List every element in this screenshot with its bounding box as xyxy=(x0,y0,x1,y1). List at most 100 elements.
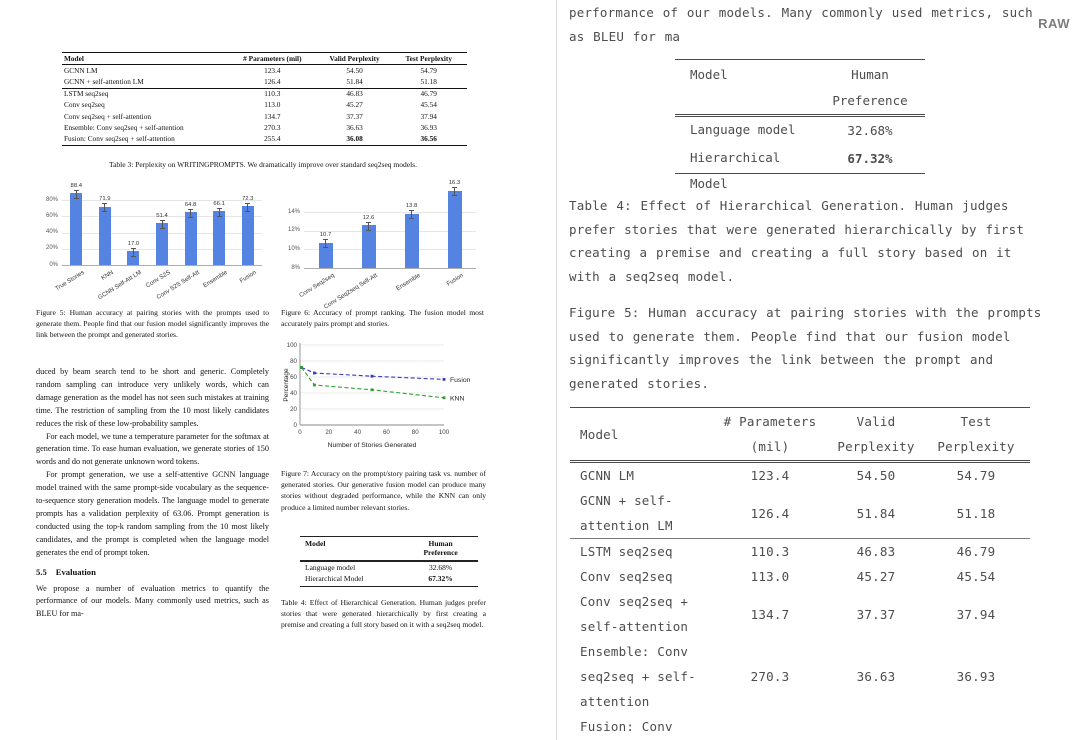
column-header: Human Preference xyxy=(403,539,478,559)
error-bar xyxy=(452,187,457,197)
bar-value-label: 72.3 xyxy=(241,195,254,202)
test-cell: 36.93 xyxy=(956,669,996,684)
table-row: Ensemble: Conv seq2seq + self-attention 2… xyxy=(570,639,1030,714)
table-cell: 54.50 xyxy=(346,65,363,75)
paper-table3-caption: Table 3: Perplexity on WRITINGPROMPTS. W… xyxy=(109,160,417,169)
x-axis xyxy=(304,268,476,269)
paragraph: We propose a number of evaluation metric… xyxy=(36,583,269,619)
data-point xyxy=(442,378,446,381)
table-cell: 45.27 xyxy=(346,100,363,110)
figure7-line-chart: 0 20 40 60 80 100 0 20 40 60 80 100 Fusion KNN Number … xyxy=(282,332,482,468)
value-cell: 32.68% xyxy=(429,563,453,573)
x-tick-label: 20 xyxy=(325,429,332,436)
model-cell: Conv seq2seq + self-attention xyxy=(580,594,689,634)
value-cell: 32.68% xyxy=(847,123,893,138)
gridline xyxy=(304,212,476,213)
x-tick-label: 100 xyxy=(439,429,450,436)
x-tick-label: 0 xyxy=(298,429,302,436)
model-cell: Language model xyxy=(305,563,356,573)
x-tick-label: 80 xyxy=(412,429,419,436)
section-heading: 5.5 Evaluation xyxy=(36,566,269,579)
gridline xyxy=(304,249,476,251)
valid-cell xyxy=(830,714,922,739)
header-line: Preference xyxy=(832,93,908,108)
bar-value-label: 12.6 xyxy=(362,214,375,221)
table-row: GCNN + self-attention LM 126.4 51.84 51.18 xyxy=(62,76,467,89)
y-tick-label: 60 xyxy=(290,374,297,381)
bar-value-label: 13.8 xyxy=(405,203,418,210)
y-tick-label: 0 xyxy=(294,422,298,429)
valid-cell: 54.50 xyxy=(856,468,896,483)
legend-label: KNN xyxy=(450,395,464,402)
params-cell: 123.4 xyxy=(750,468,790,483)
table-cell: 36.93 xyxy=(420,122,437,132)
valid-cell: 46.83 xyxy=(856,544,896,559)
model-cell: Language model xyxy=(690,122,796,137)
bar xyxy=(361,225,376,268)
y-tick-label: 100 xyxy=(287,342,298,349)
table-cell: 51.18 xyxy=(390,76,467,89)
bar xyxy=(98,206,111,265)
table-row: Language model 32.68% xyxy=(675,117,925,145)
table-cell: 270.3 xyxy=(264,122,281,132)
model-cell: LSTM seq2seq xyxy=(580,544,673,559)
error-bar xyxy=(409,210,414,220)
bar-value-label: 16.3 xyxy=(448,180,461,187)
error-bar xyxy=(323,239,328,249)
table-row: Conv seq2seq 113.0 45.27 45.54 xyxy=(62,100,467,111)
y-tick-label: 0% xyxy=(49,261,58,268)
bar-value-label: 88.4 xyxy=(70,182,83,189)
model-cell: Conv seq2seq xyxy=(580,569,673,584)
table-cell: 37.94 xyxy=(420,111,437,121)
table-header-row: Model Human Preference xyxy=(300,537,478,563)
column-header: Test Perplexity xyxy=(922,407,1030,463)
table-cell: GCNN + self-attention LM xyxy=(62,76,226,89)
model-cell: Ensemble: Conv seq2seq + self-attention xyxy=(580,644,696,709)
error-bar xyxy=(188,208,194,218)
test-cell: 51.18 xyxy=(922,488,1030,539)
section-title: Evaluation xyxy=(55,566,96,577)
data-point xyxy=(313,371,316,375)
preference-table-body: Language model 32.68% Hierarchical Model 67… xyxy=(675,117,925,191)
table-cell: 46.83 xyxy=(346,89,363,99)
error-bar xyxy=(102,203,108,213)
raw-mode-toggle[interactable]: RAW xyxy=(1038,16,1070,31)
table-cell: 46.79 xyxy=(420,89,437,99)
model-cell: Hierarchical Model xyxy=(305,574,364,584)
params-cell: 126.4 xyxy=(710,488,830,539)
value-cell: 67.32% xyxy=(428,574,453,584)
y-tick-label: 60% xyxy=(45,212,58,219)
table-header-row: Model # Parameters (mil) Valid Perplexit… xyxy=(570,407,1030,463)
table-row: Fusion: Conv xyxy=(570,714,1030,739)
table-row: Conv seq2seq + self-attention 134.7 37.37 3… xyxy=(62,111,467,122)
figure6-bar-chart: 8% 10% 12% 14% 10.7 Conv Seq2seq 12.6 Conv Seq2… xyxy=(283,180,483,311)
header-line: Human xyxy=(428,538,453,548)
data-point xyxy=(300,366,303,369)
column-header: Human Preference xyxy=(815,62,925,114)
table-header-row: Model # Parameters (mil) Valid Perplexity T… xyxy=(62,51,467,66)
gridline xyxy=(62,216,262,218)
params-cell xyxy=(710,714,830,739)
params-cell: 270.3 xyxy=(750,669,790,684)
header-line: # Parameters xyxy=(723,414,817,429)
bar xyxy=(213,211,226,265)
table-cell: 37.37 xyxy=(346,111,363,121)
table-cell: 113.0 xyxy=(264,100,281,110)
figure6-caption: Figure 6: Accuracy of prompt ranking. Th… xyxy=(281,308,484,329)
table-body: GCNN LM 123.4 54.50 54.79 GCNN + self-attent… xyxy=(570,462,1030,740)
table-cell: 110.3 xyxy=(264,89,281,99)
bar xyxy=(318,242,333,268)
column-header: Model xyxy=(690,67,728,82)
table-cell: 36.56 xyxy=(390,133,467,146)
bar-value-label: 64.8 xyxy=(184,201,197,208)
header-line: Human xyxy=(851,67,889,82)
bar xyxy=(184,212,197,265)
y-tick-label: 14% xyxy=(287,208,300,215)
test-cell: 45.54 xyxy=(956,569,996,584)
bar-value-label: 66.1 xyxy=(213,200,225,207)
table-cell: 134.7 xyxy=(264,111,281,121)
bar-value-label: 71.9 xyxy=(99,196,111,203)
model-cell: Hierarchical Model xyxy=(690,150,781,191)
table-row: GCNN LM 123.4 54.50 54.79 xyxy=(62,65,467,77)
table-row: Fusion: Conv seq2seq + self-attention 255… xyxy=(62,133,467,146)
